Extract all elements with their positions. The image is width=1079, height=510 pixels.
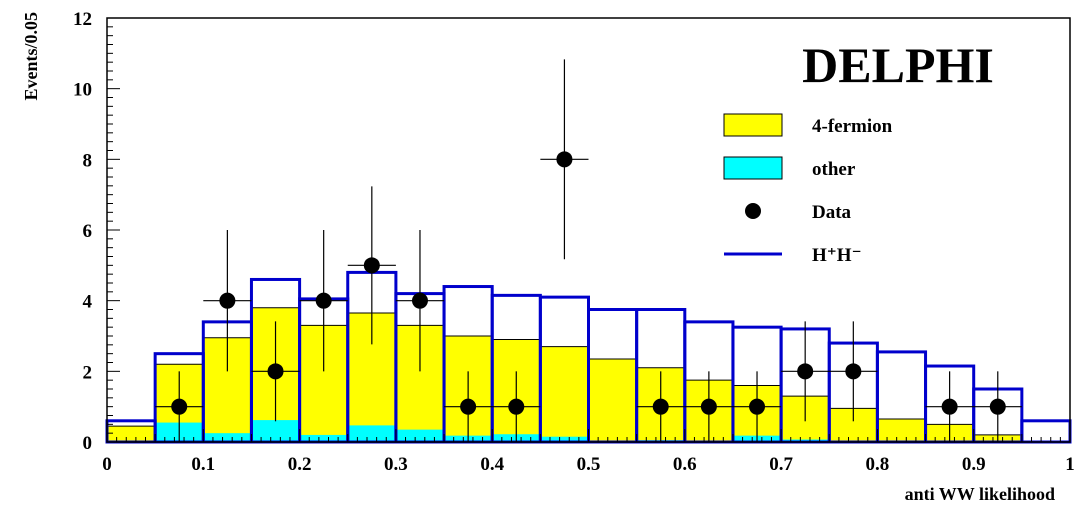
x-tick-label: 0.5	[577, 454, 601, 475]
signal-bin	[1020, 419, 1072, 444]
chart-title: DELPHI	[802, 37, 994, 93]
other-bar	[203, 433, 252, 442]
y-tick-label: 8	[83, 150, 93, 171]
x-tick-label: 0.6	[673, 454, 697, 475]
x-axis-label: anti WW likelihood	[905, 484, 1055, 504]
data-point	[315, 292, 332, 309]
y-tick-label: 0	[83, 433, 93, 454]
y-axis-label: Events/0.05	[21, 12, 41, 101]
data-point	[700, 398, 717, 415]
legend: 4-fermion other Data H⁺H⁻	[723, 113, 893, 266]
legend-label: H⁺H⁻	[812, 245, 862, 266]
y-tick-label: 10	[73, 80, 92, 101]
data-points	[155, 59, 1022, 442]
x-tick-label: 1	[1065, 454, 1075, 475]
4-fermion-bar	[540, 346, 589, 442]
legend-label: Data	[812, 202, 852, 223]
data-point	[749, 398, 766, 415]
data-point	[556, 151, 573, 168]
data-point	[363, 257, 380, 274]
4-fermion-bar	[107, 426, 156, 442]
data-point	[508, 398, 525, 415]
other-bar	[540, 436, 589, 442]
data-point	[797, 363, 814, 380]
legend-label: 4-fermion	[812, 116, 893, 137]
data-point	[267, 363, 284, 380]
other-bar	[251, 420, 300, 442]
4-fermion-bar	[877, 419, 926, 442]
other-bar	[347, 425, 396, 442]
y-tick-label: 12	[73, 9, 92, 30]
y-tick-label: 4	[83, 292, 93, 313]
x-tick-label: 0.8	[866, 454, 890, 475]
other-bar	[395, 429, 445, 442]
data-point	[652, 398, 669, 415]
legend-marker	[745, 203, 761, 219]
y-tick-label: 2	[83, 362, 93, 383]
data-point	[171, 398, 188, 415]
data-point	[219, 292, 236, 309]
data-point	[845, 363, 862, 380]
signal-outline	[105, 270, 1072, 444]
x-tick-label: 0	[102, 454, 112, 475]
x-tick-label: 0.3	[384, 454, 408, 475]
x-tick-label: 0.1	[191, 454, 215, 475]
data-point	[411, 292, 428, 309]
x-tick-label: 0.7	[769, 454, 793, 475]
legend-label: other	[812, 159, 856, 180]
other-bar	[299, 434, 348, 442]
data-point	[989, 398, 1006, 415]
y-tick-label: 6	[83, 221, 93, 242]
x-tick-label: 0.2	[288, 454, 312, 475]
legend-swatch	[723, 156, 783, 180]
data-point	[460, 398, 477, 415]
x-tick-label: 0.4	[480, 454, 504, 475]
4-fermion-bar	[588, 358, 637, 442]
data-point	[941, 398, 958, 415]
x-tick-label: 0.9	[962, 454, 986, 475]
legend-swatch	[723, 113, 783, 137]
